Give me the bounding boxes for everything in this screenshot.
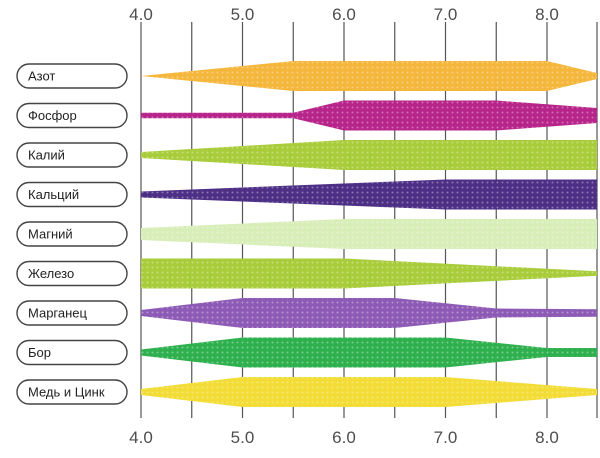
- band-texture: [141, 140, 597, 170]
- label-box: [16, 181, 128, 208]
- nutrient-label: Кальций: [28, 187, 79, 202]
- band-texture: [141, 258, 597, 289]
- band-texture: [141, 100, 597, 131]
- label-box: [16, 379, 128, 405]
- x-tick-label: 6.0: [332, 428, 356, 447]
- nutrient-label: Марганец: [28, 306, 88, 321]
- x-tick-label: 7.0: [434, 5, 458, 24]
- label-box: [16, 142, 128, 168]
- bottom-axis-ticks: 4.0 5.0 6.0 7.0 8.0: [129, 428, 559, 447]
- nutrient-label: Железо: [28, 266, 74, 281]
- top-axis-ticks: 4.0 5.0 6.0 7.0 8.0: [129, 5, 559, 24]
- band-texture: [141, 337, 597, 368]
- band-texture: [141, 298, 597, 328]
- x-tick-label: 8.0: [535, 5, 559, 24]
- nutrient-label: Магний: [28, 227, 73, 242]
- band-texture: [141, 61, 597, 91]
- label-box: [16, 221, 128, 247]
- label-box: [16, 63, 128, 89]
- x-tick-label: 6.0: [332, 5, 356, 24]
- nutrient-label: Фосфор: [28, 108, 77, 123]
- band-texture: [141, 179, 597, 210]
- nutrient-bands: [141, 61, 597, 407]
- band-texture: [141, 377, 597, 407]
- x-tick-label: 8.0: [535, 428, 559, 447]
- nutrient-label: Азот: [28, 69, 55, 84]
- x-tick-label: 5.0: [231, 5, 255, 24]
- nutrient-labels: Азот Фосфор Калий Кальций Магний Железо Марган…: [16, 63, 128, 405]
- nutrient-label: Бор: [28, 345, 51, 360]
- x-tick-label: 4.0: [129, 428, 153, 447]
- x-tick-label: 4.0: [129, 5, 153, 24]
- label-box: [16, 300, 128, 326]
- x-tick-label: 5.0: [231, 428, 255, 447]
- label-box: [16, 102, 128, 129]
- nutrient-label: Калий: [28, 148, 65, 163]
- band-texture: [141, 219, 597, 249]
- label-box: [16, 339, 128, 366]
- nutrient-label: Медь и Цинк: [28, 385, 105, 400]
- label-box: [16, 260, 128, 287]
- x-tick-label: 7.0: [434, 428, 458, 447]
